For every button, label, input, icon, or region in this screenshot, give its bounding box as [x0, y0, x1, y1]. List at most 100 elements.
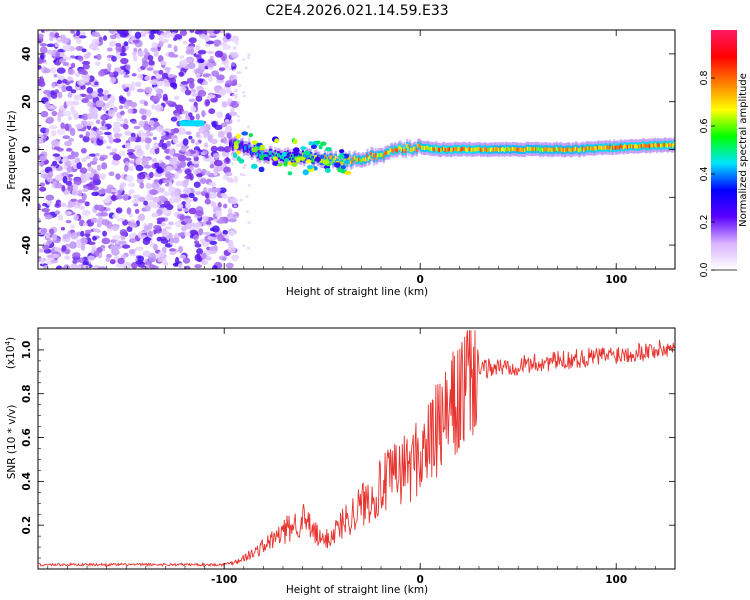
noise-cell — [189, 115, 195, 121]
ridge-core — [344, 157, 347, 162]
ridge-core — [432, 147, 435, 152]
noise-cell — [65, 211, 72, 215]
noise-cell — [179, 160, 187, 168]
noise-cell — [124, 164, 129, 173]
noise-cell — [231, 35, 240, 43]
x-tick-label: 0 — [417, 574, 424, 586]
ridge-core — [355, 158, 358, 163]
noise-cell — [75, 123, 84, 130]
noise-cell — [135, 260, 144, 265]
colorbar-tick-label: 0.6 — [699, 118, 710, 133]
noise-cell — [214, 50, 224, 58]
transition-blob — [250, 163, 258, 169]
ridge-core — [626, 144, 630, 149]
noise-cell — [221, 100, 228, 108]
noise-cell — [168, 51, 175, 58]
ridge-core — [330, 155, 333, 160]
noise-cell — [220, 193, 227, 198]
noise-cell — [58, 58, 67, 64]
noise-cell — [230, 107, 235, 113]
ridge-core — [565, 147, 568, 152]
ridge-core — [628, 144, 631, 149]
noise-cell — [211, 181, 216, 188]
ridge-core — [662, 143, 665, 148]
noise-cell — [99, 125, 108, 131]
transition-blob — [315, 140, 321, 145]
transition-blob — [281, 151, 287, 157]
noise-cell — [49, 37, 54, 42]
ridge-core — [618, 145, 621, 150]
transition-blob — [344, 170, 352, 175]
ridge-core — [673, 141, 675, 146]
noise-cell — [85, 131, 90, 138]
noise-cell — [204, 170, 211, 176]
noise-cell — [232, 79, 238, 83]
noise-cell — [205, 220, 212, 225]
ridge-core — [480, 148, 483, 153]
noise-cell — [99, 156, 106, 161]
noise-cell — [178, 71, 185, 77]
noise-cell — [233, 204, 237, 208]
ridge-core — [653, 143, 656, 148]
noise-cell — [43, 89, 52, 95]
noise-cell — [188, 207, 197, 215]
ridge-core — [262, 150, 265, 155]
noise-cell — [75, 45, 84, 52]
ridge-core — [613, 144, 616, 149]
ridge-core — [489, 147, 492, 152]
noise-cell — [202, 215, 209, 222]
noise-cell — [145, 182, 152, 190]
noise-cell — [51, 139, 59, 147]
noise-cell — [195, 72, 201, 79]
noise-cell — [227, 208, 233, 215]
snr-y-scale: (x104) — [4, 337, 17, 369]
noise-cell — [154, 104, 164, 112]
noise-cell — [237, 101, 241, 105]
noise-cell — [133, 125, 141, 130]
transition-blob — [272, 156, 278, 162]
colorbar-gradient — [711, 30, 737, 270]
noise-cell — [96, 246, 103, 254]
noise-cell — [131, 120, 137, 124]
noise-cell — [88, 153, 97, 157]
ridge-core — [323, 154, 326, 159]
noise-cell — [99, 188, 106, 195]
noise-cell — [57, 75, 62, 80]
noise-cell — [143, 101, 149, 107]
noise-cell — [113, 133, 120, 139]
ridge-core — [620, 144, 623, 149]
transition-blob — [307, 164, 313, 170]
ridge-core — [333, 158, 336, 163]
ridge-core — [525, 146, 528, 151]
noise-cell — [40, 227, 48, 234]
ridge-core — [412, 146, 416, 151]
noise-cell — [119, 32, 128, 38]
ridge-core — [473, 147, 476, 152]
y-tick-label: 0.4 — [21, 472, 33, 491]
noise-cell — [143, 164, 152, 169]
ridge-core — [596, 145, 599, 150]
noise-cell — [202, 149, 209, 154]
noise-cell — [101, 237, 111, 245]
noise-cell — [108, 136, 114, 144]
noise-cell — [177, 232, 187, 237]
noise-cell — [179, 193, 189, 199]
transition-blob — [251, 140, 258, 145]
noise-cell — [203, 142, 209, 148]
ridge-core — [640, 144, 643, 149]
ridge-core — [528, 146, 531, 151]
noise-cell — [135, 246, 144, 251]
noise-cell — [50, 259, 59, 264]
noise-cell — [96, 204, 105, 211]
ridge-core — [499, 146, 502, 151]
noise-cell — [120, 57, 129, 65]
noise-cell — [196, 248, 204, 255]
noise-cell — [77, 55, 84, 62]
ridge-core — [585, 146, 588, 151]
ridge-core — [267, 155, 270, 160]
transition-blob — [293, 138, 298, 145]
noise-cell — [60, 226, 66, 231]
noise-cell — [244, 66, 248, 70]
noise-cell — [227, 239, 234, 248]
noise-cell — [47, 171, 54, 178]
